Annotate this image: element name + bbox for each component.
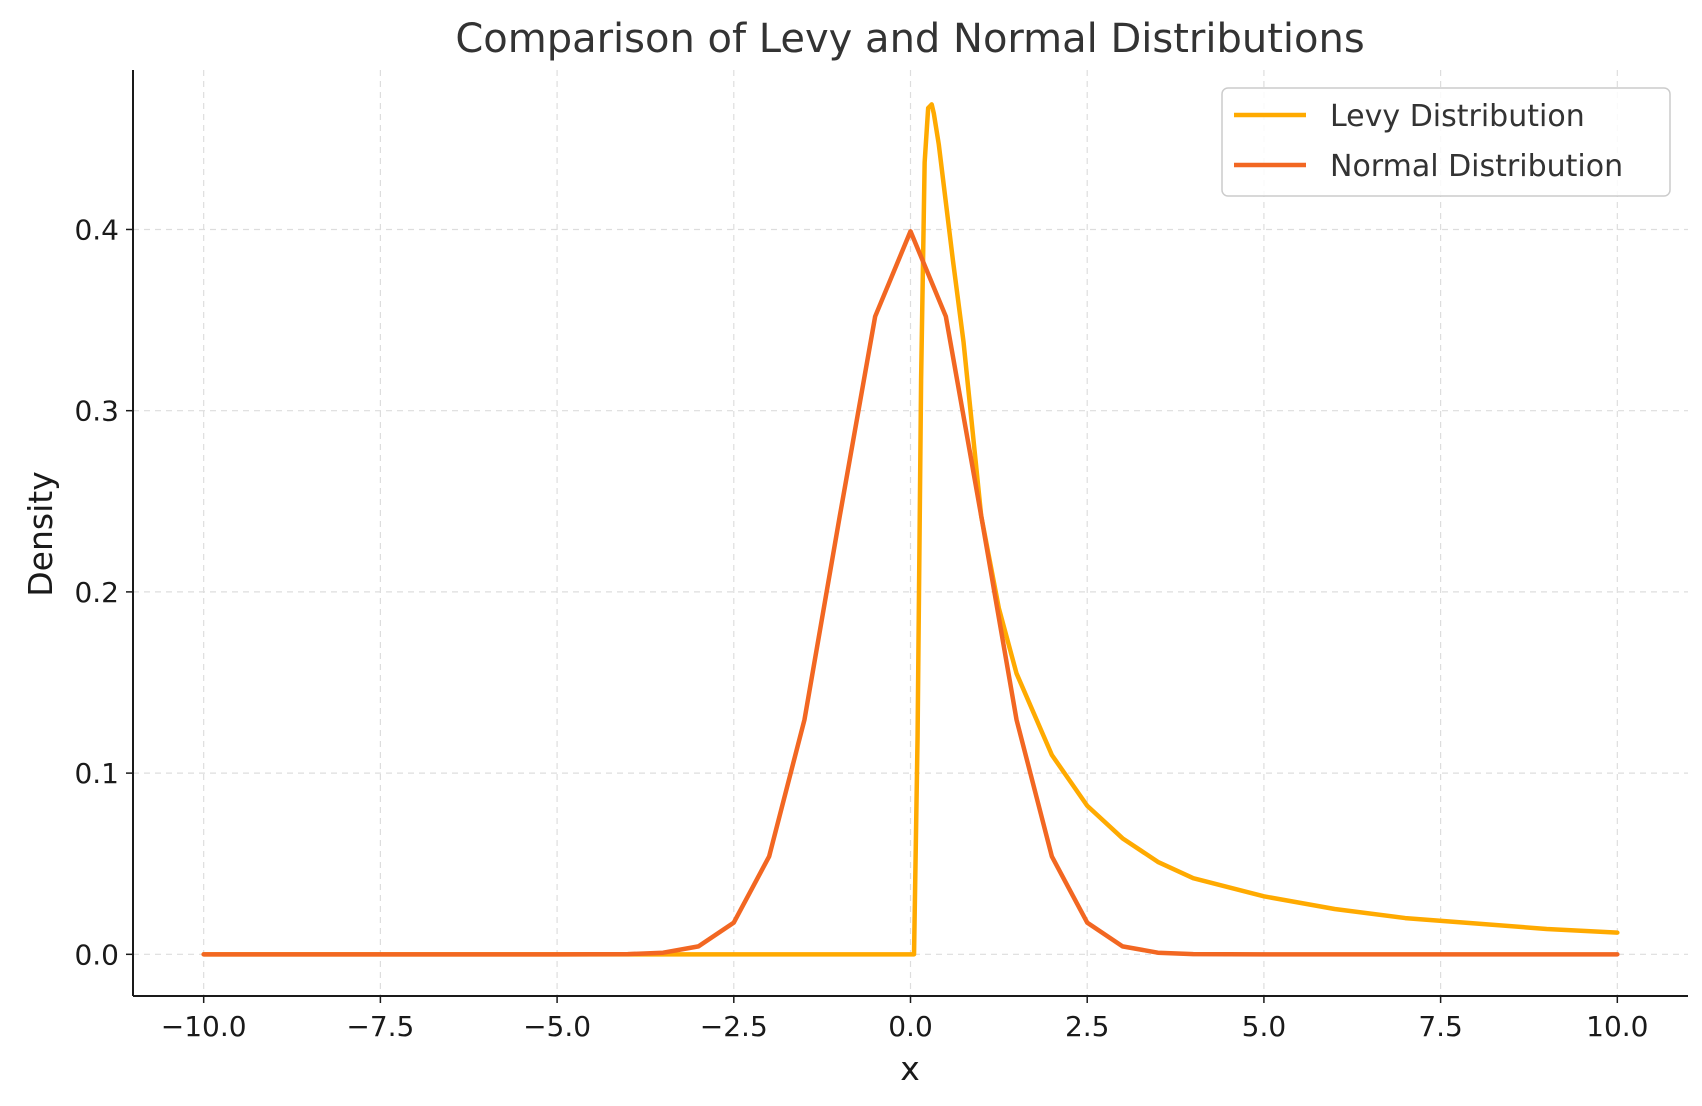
chart-title: Comparison of Levy and Normal Distributi…: [455, 16, 1364, 62]
x-tick-label: −10.0: [161, 1010, 247, 1043]
x-tick-label: 2.5: [1065, 1010, 1110, 1043]
x-tick-label: −2.5: [700, 1010, 768, 1043]
legend: Levy Distribution Normal Distribution: [1221, 87, 1671, 197]
normal-series-line: [201, 229, 1620, 957]
x-tick-label: 5.0: [1242, 1010, 1287, 1043]
legend-label-normal: Normal Distribution: [1330, 149, 1623, 184]
series-layer: [201, 102, 1620, 957]
x-tick-label: 7.5: [1418, 1010, 1463, 1043]
legend-frame: [1221, 87, 1671, 197]
grid-layer: [133, 70, 1688, 996]
y-tick-label: 0.4: [74, 213, 119, 246]
x-tick-label: −5.0: [523, 1010, 591, 1043]
ticks-layer: −10.0 −7.5 −5.0 −2.5 0.0 2.5 5.0 7.5 10.0 0.0 0.1 0…: [74, 213, 1648, 1043]
legend-label-levy: Levy Distribution: [1330, 99, 1585, 134]
y-tick-label: 0.0: [74, 938, 119, 971]
y-tick-label: 0.3: [74, 395, 119, 428]
x-tick-label: 0.0: [888, 1010, 933, 1043]
x-tick-label: −7.5: [346, 1010, 414, 1043]
y-tick-label: 0.1: [74, 757, 119, 790]
y-tick-label: 0.2: [74, 576, 119, 609]
x-axis-label: x: [900, 1049, 920, 1088]
x-tick-label: 10.0: [1586, 1010, 1648, 1043]
y-axis-label: Density: [21, 471, 60, 596]
